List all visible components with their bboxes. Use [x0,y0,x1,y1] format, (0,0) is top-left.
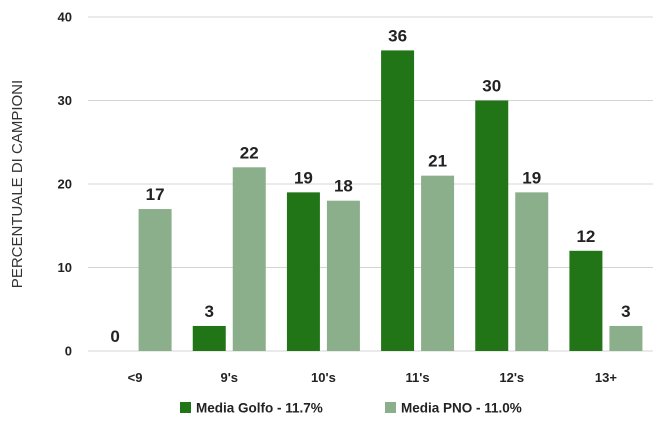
data-labels: 0 17 3 22 19 18 36 21 30 19 12 3 [110,26,630,346]
data-label: 17 [146,185,165,204]
legend-label: Media Golfo - 11.7% [196,401,323,416]
y-tick-label: 10 [58,260,72,275]
x-axis-ticks: <9 9's 10's 11's 12's 13+ [128,370,618,385]
bar-golfo [381,50,415,352]
data-label: 12 [576,227,595,246]
bar-golfo [192,325,226,351]
bar-pno [515,192,549,351]
legend-item: Media Golfo - 11.7% [180,401,323,416]
data-label: 30 [482,77,501,96]
legend-label: Media PNO - 11.0% [401,401,522,416]
y-axis-ticks: 0 10 20 30 40 [58,10,72,359]
bar-pno [609,325,643,351]
y-tick-label: 0 [65,344,72,359]
legend-swatch [385,402,396,413]
x-tick-label: 11's [406,370,430,385]
y-axis-title: PERCENTUALE DI CAMPIONI [9,80,26,288]
x-tick-label: 12's [499,370,524,385]
data-label: 36 [388,26,407,45]
bar-pno [138,209,172,351]
x-tick-label: <9 [128,370,143,385]
x-tick-label: 9's [220,370,238,385]
bar-pno [421,175,455,351]
data-label: 18 [334,177,353,196]
y-tick-label: 30 [58,93,72,108]
x-tick-label: 10's [311,370,336,385]
data-label: 19 [522,168,541,187]
data-label: 19 [294,168,313,187]
data-label: 21 [428,152,447,171]
legend-item: Media PNO - 11.0% [385,401,522,416]
bars [138,50,643,352]
bar-pno [326,200,360,351]
data-label: 0 [110,327,119,346]
data-label: 22 [240,143,259,162]
y-tick-label: 20 [58,177,72,192]
x-tick-label: 13+ [595,370,617,385]
legend: Media Golfo - 11.7% Media PNO - 11.0% [180,401,522,416]
bar-golfo [569,250,603,351]
legend-swatch [180,402,191,413]
data-label: 3 [621,302,630,321]
bar-golfo [286,192,320,351]
y-tick-label: 40 [58,10,72,25]
data-label: 3 [205,302,214,321]
bar-pno [232,167,266,351]
gridlines [88,16,653,352]
bar-golfo [475,100,509,351]
